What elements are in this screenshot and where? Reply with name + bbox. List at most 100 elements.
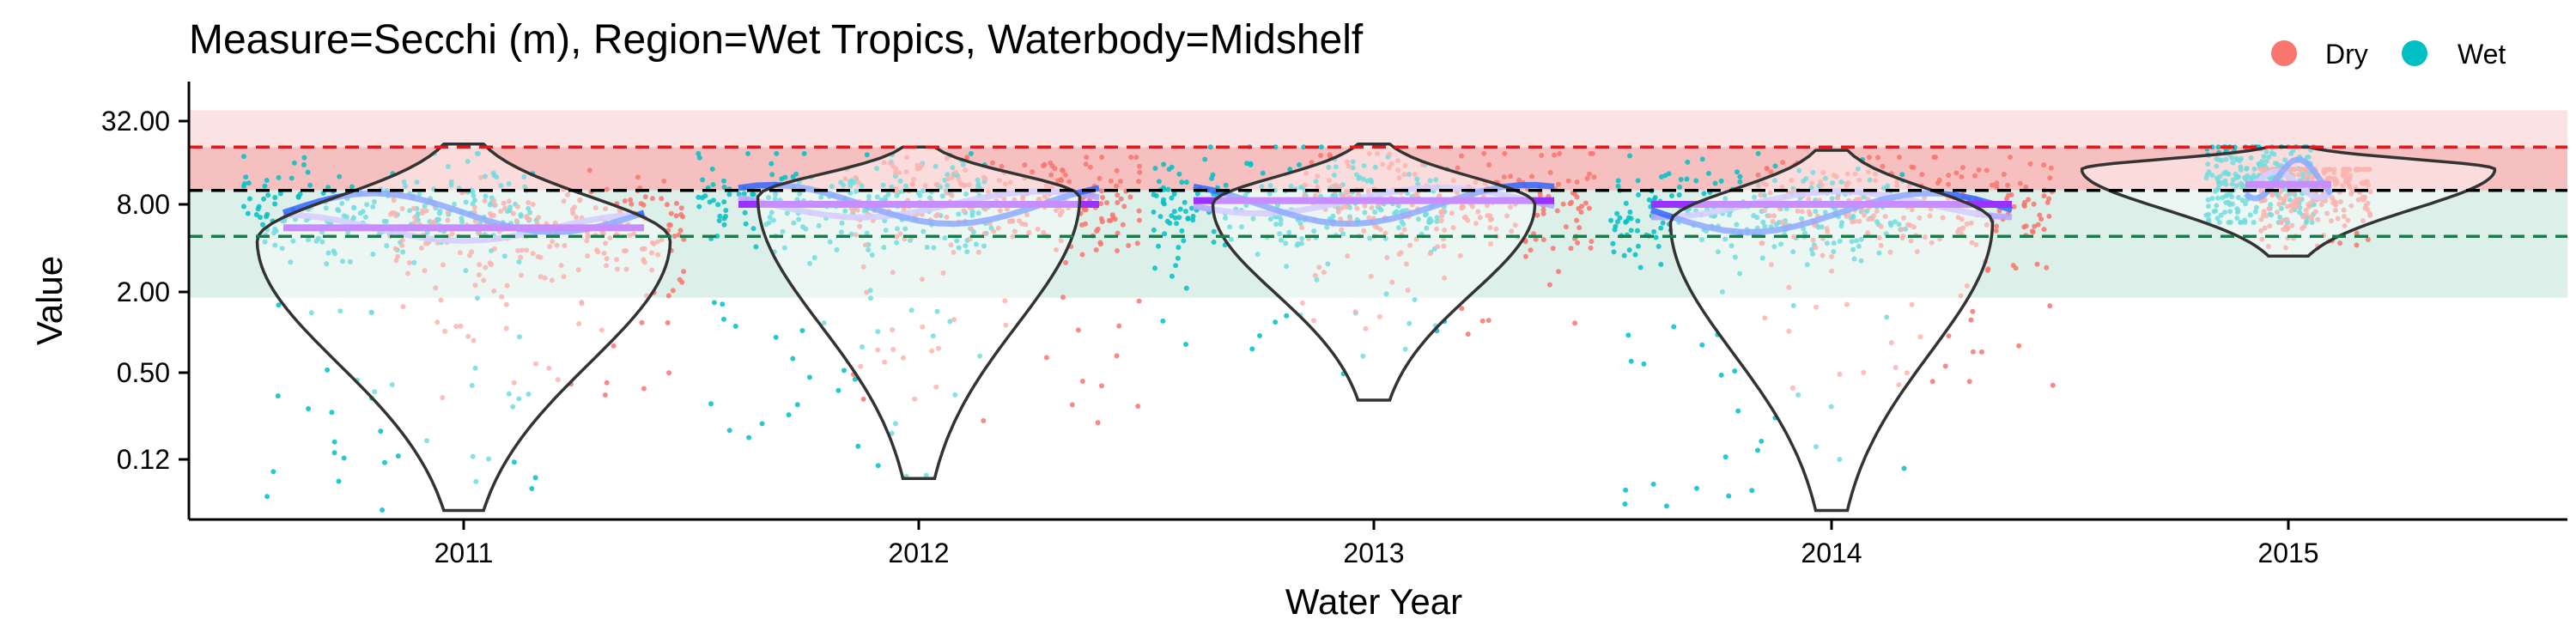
data-point <box>491 197 497 204</box>
data-point <box>2335 216 2341 222</box>
data-point <box>770 217 776 223</box>
data-point <box>1755 172 1761 178</box>
data-point <box>272 226 278 232</box>
data-point <box>1778 241 1783 247</box>
data-point <box>1814 304 1820 310</box>
data-point <box>939 193 945 199</box>
data-point <box>2360 218 2366 224</box>
data-point <box>1852 218 1858 224</box>
data-point <box>1360 353 1366 359</box>
data-point <box>1435 244 1441 250</box>
data-point <box>1773 222 1779 228</box>
data-point <box>2261 167 2267 173</box>
data-point <box>315 235 321 241</box>
data-point <box>1718 178 1724 184</box>
data-point <box>1813 245 1819 251</box>
data-point <box>2233 183 2239 189</box>
data-point <box>1872 171 1878 177</box>
data-point <box>518 254 524 260</box>
data-point <box>1396 175 1402 181</box>
data-point <box>289 175 295 181</box>
data-point <box>1804 262 1810 268</box>
data-point <box>696 194 702 200</box>
data-point <box>2330 195 2336 201</box>
data-point <box>337 308 343 314</box>
data-point <box>1512 222 1518 228</box>
data-point <box>476 272 482 278</box>
data-point <box>750 191 756 197</box>
data-point <box>1287 167 1293 173</box>
data-point <box>445 217 451 223</box>
data-point <box>399 237 405 243</box>
data-point <box>2234 157 2240 162</box>
data-point <box>308 310 314 316</box>
data-point <box>517 334 522 340</box>
smooth-wet-line <box>2243 156 2334 202</box>
data-point <box>1627 153 1632 159</box>
data-point <box>1984 222 1990 228</box>
data-point <box>773 334 779 340</box>
data-point <box>1576 205 1582 211</box>
data-point <box>533 361 538 367</box>
data-point <box>1493 226 1499 232</box>
data-point <box>1969 240 1975 246</box>
data-point <box>635 174 641 180</box>
data-point <box>2274 210 2280 216</box>
data-point <box>1401 172 1407 178</box>
data-point <box>422 203 428 209</box>
data-point <box>681 269 687 275</box>
data-point <box>601 251 607 256</box>
data-point <box>1712 180 1718 186</box>
data-point <box>1534 212 1540 218</box>
data-point <box>337 173 343 179</box>
data-point <box>515 204 520 210</box>
data-point <box>940 270 946 276</box>
data-point <box>241 154 246 160</box>
data-point <box>403 183 408 189</box>
data-point <box>1243 203 1249 209</box>
data-point <box>995 225 1001 231</box>
data-point <box>2308 214 2314 220</box>
data-point <box>903 169 909 175</box>
data-point <box>716 218 722 223</box>
data-point <box>1894 179 1899 185</box>
data-point <box>546 365 552 371</box>
data-point <box>1002 298 1008 304</box>
data-point <box>554 242 560 248</box>
data-point <box>1550 246 1556 252</box>
data-point <box>406 260 412 265</box>
data-point <box>1567 201 1573 207</box>
data-point <box>860 396 866 402</box>
data-point <box>1587 171 1592 177</box>
smooth-lines <box>282 156 2334 244</box>
data-point <box>561 198 567 204</box>
data-point <box>429 220 435 226</box>
data-point <box>1806 209 1812 215</box>
data-point <box>1615 183 1621 189</box>
data-point <box>1608 217 1614 223</box>
data-point <box>1313 179 1319 185</box>
data-point <box>1126 243 1132 248</box>
data-point <box>912 396 918 402</box>
data-point <box>1415 181 1421 187</box>
data-point <box>1528 247 1534 253</box>
data-point <box>641 386 647 392</box>
data-point <box>2214 187 2220 193</box>
data-point <box>1412 297 1418 302</box>
data-point <box>507 204 513 210</box>
data-point <box>885 191 891 197</box>
data-point <box>838 229 844 235</box>
data-point <box>780 228 786 234</box>
data-point <box>726 191 732 197</box>
data-point <box>1831 173 1837 179</box>
data-point <box>1968 220 1974 226</box>
data-point <box>1574 217 1580 223</box>
data-point <box>1844 214 1850 219</box>
data-point <box>1104 200 1109 206</box>
data-point <box>1772 178 1777 184</box>
data-point <box>487 202 493 208</box>
data-point <box>717 213 723 219</box>
data-point <box>535 253 541 259</box>
data-point <box>1922 234 1928 240</box>
data-point <box>1402 346 1408 352</box>
